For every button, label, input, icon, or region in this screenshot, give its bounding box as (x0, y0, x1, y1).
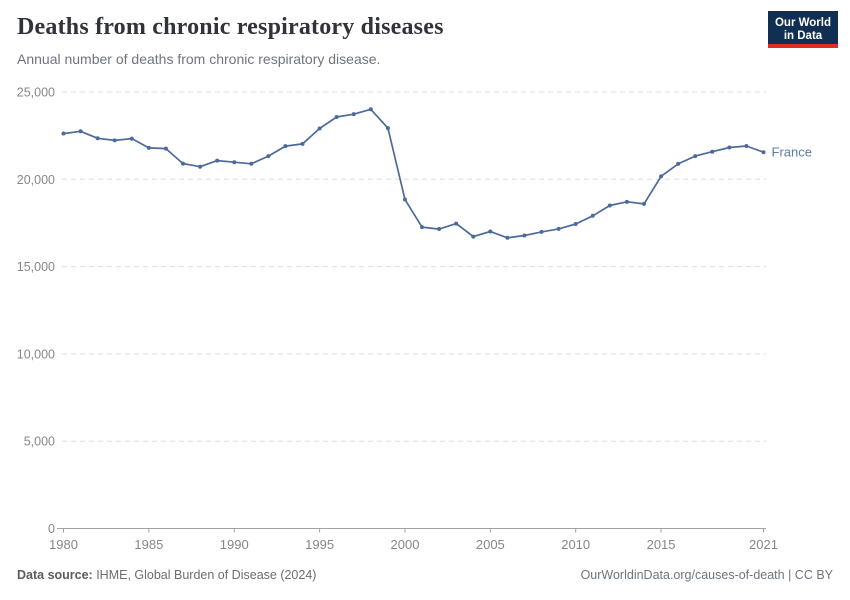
data-point-1983[interactable] (112, 138, 117, 143)
data-source-note: Data source: IHME, Global Burden of Dise… (17, 568, 316, 582)
page-subtitle: Annual number of deaths from chronic res… (17, 51, 381, 67)
data-point-1999[interactable] (385, 126, 390, 131)
data-point-2016[interactable] (676, 161, 681, 166)
x-tick-label-2021: 2021 (749, 537, 778, 552)
data-point-1988[interactable] (198, 164, 203, 169)
x-tick-label-2015: 2015 (647, 537, 676, 552)
data-point-1994[interactable] (300, 141, 305, 146)
data-point-2006[interactable] (505, 235, 510, 240)
x-tick-label-2000: 2000 (391, 537, 420, 552)
data-point-2018[interactable] (710, 149, 715, 154)
data-point-1997[interactable] (351, 112, 356, 117)
data-point-1998[interactable] (368, 107, 373, 112)
data-source-value: IHME, Global Burden of Disease (2024) (92, 568, 317, 582)
x-tick-label-1990: 1990 (220, 537, 249, 552)
data-point-1982[interactable] (95, 136, 100, 141)
data-point-2002[interactable] (437, 227, 442, 232)
y-tick-label-10000: 10,000 (17, 347, 55, 361)
data-point-1992[interactable] (266, 154, 271, 159)
entity-label-france[interactable]: France (772, 145, 812, 160)
data-point-2011[interactable] (590, 213, 595, 218)
data-point-1989[interactable] (215, 158, 220, 163)
data-point-2020[interactable] (744, 143, 749, 148)
data-point-1980[interactable] (61, 131, 66, 136)
data-point-1985[interactable] (146, 145, 151, 150)
series-line-france[interactable] (63, 108, 764, 239)
data-point-2000[interactable] (402, 197, 407, 202)
x-tick-label-1980: 1980 (49, 537, 78, 552)
owid-logo[interactable]: Our World in Data (768, 11, 838, 48)
data-point-2015[interactable] (659, 174, 664, 179)
owid-logo-line1: Our World (774, 16, 831, 29)
y-tick-label-0: 0 (48, 522, 55, 536)
data-point-2003[interactable] (454, 221, 459, 226)
data-point-1991[interactable] (249, 161, 254, 166)
footer-citation: OurWorldinData.org/causes-of-death | CC … (581, 568, 833, 582)
x-tick-label-2005: 2005 (476, 537, 505, 552)
owid-logo-text: Our World in Data (768, 15, 838, 44)
data-point-1984[interactable] (129, 136, 134, 141)
x-tick-label-2010: 2010 (561, 537, 590, 552)
data-point-2004[interactable] (471, 234, 476, 239)
owid-logo-redbar (768, 44, 838, 48)
data-point-2009[interactable] (556, 226, 561, 231)
data-point-2008[interactable] (539, 229, 544, 234)
y-tick-label-25000: 25,000 (17, 86, 55, 100)
owid-logo-line2: in Data (783, 29, 823, 42)
data-point-2017[interactable] (693, 154, 698, 159)
data-point-2021[interactable] (761, 150, 766, 155)
y-tick-label-15000: 15,000 (17, 260, 55, 274)
data-point-2019[interactable] (727, 145, 732, 150)
data-point-2012[interactable] (607, 203, 612, 208)
data-source-label: Data source: (17, 568, 93, 582)
data-point-1996[interactable] (334, 114, 339, 119)
data-point-2007[interactable] (522, 233, 527, 238)
x-tick-label-1995: 1995 (305, 537, 334, 552)
data-point-2014[interactable] (641, 201, 646, 206)
data-point-1986[interactable] (163, 146, 168, 151)
data-point-1987[interactable] (181, 161, 186, 166)
data-point-2010[interactable] (573, 221, 578, 226)
owid-citation-link[interactable]: OurWorldinData.org/causes-of-death | CC … (580, 568, 833, 582)
data-point-2001[interactable] (420, 225, 425, 230)
data-point-2005[interactable] (488, 229, 493, 234)
x-tick-label-1985: 1985 (134, 537, 163, 552)
data-point-1995[interactable] (317, 126, 322, 131)
data-point-1981[interactable] (78, 129, 83, 134)
page-title: Deaths from chronic respiratory diseases (17, 14, 444, 40)
data-point-1993[interactable] (283, 144, 288, 149)
y-tick-label-20000: 20,000 (17, 173, 55, 187)
y-tick-label-5000: 5,000 (24, 435, 55, 449)
data-point-1990[interactable] (232, 160, 237, 165)
data-point-2013[interactable] (624, 199, 629, 204)
